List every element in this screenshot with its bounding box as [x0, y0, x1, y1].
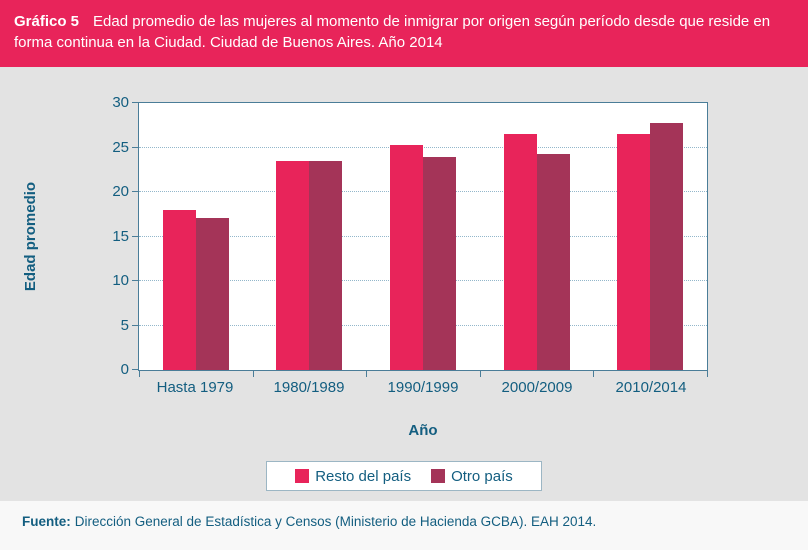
y-tick-label: 20 [112, 183, 129, 201]
bar-Resto del país-Hasta 1979 [162, 209, 196, 370]
legend: Resto del país Otro país [0, 461, 808, 491]
x-label-2010/2014: 2010/2014 [615, 379, 687, 396]
bar-Otro país-1980/1989 [309, 160, 343, 370]
x-tick-mark [707, 370, 708, 377]
source-note: Fuente: Dirección General de Estadística … [0, 501, 808, 550]
bar-group-1980/1989 [253, 103, 367, 370]
bar-Resto del país-2000/2009 [503, 134, 537, 370]
bar-group-2010/2014 [593, 103, 707, 370]
x-label-1980/1989: 1980/1989 [273, 379, 345, 396]
legend-item-Otro país: Otro país [431, 468, 513, 485]
chart-region: Edad promedio 0 5 10 15 20 25 30 Hasta 1979 198… [0, 67, 808, 501]
y-tick-mark [132, 191, 139, 193]
bar-Otro país-1990/1999 [422, 157, 456, 370]
bars [139, 103, 707, 370]
legend-box: Resto del país Otro país [266, 461, 542, 491]
y-tick-label: 15 [112, 227, 129, 245]
x-tick-mark [139, 370, 140, 377]
source-label: Fuente: [22, 514, 71, 529]
x-label-2000/2009: 2000/2009 [501, 379, 573, 396]
bar-group-1990/1999 [366, 103, 480, 370]
legend-label: Otro país [451, 467, 513, 485]
figure-title: Edad promedio de las mujeres al momento … [14, 13, 771, 51]
bar-Resto del país-1980/1989 [276, 160, 310, 370]
bar-Resto del país-1990/1999 [389, 144, 423, 370]
bar-Resto del país-2010/2014 [617, 134, 651, 370]
x-tick-mark [252, 370, 254, 377]
y-tick-label: 25 [112, 138, 129, 156]
y-tick-mark [132, 280, 139, 282]
x-label-Hasta 1979: Hasta 1979 [156, 379, 234, 396]
y-tick-mark [132, 235, 139, 237]
bar-group-Hasta 1979 [139, 103, 253, 370]
y-tick-mark [132, 146, 139, 148]
figure-title-banner: Gráfico 5 Edad promedio de las mujeres al… [0, 0, 808, 67]
bar-Otro país-2010/2014 [650, 123, 684, 370]
legend-label: Resto del país [315, 467, 412, 485]
x-axis-title: Año [408, 422, 438, 439]
gridline-25 [139, 146, 707, 148]
y-tick-label: 30 [112, 94, 129, 111]
legend-item-Resto del país: Resto del país [295, 468, 411, 485]
y-tick-label: 10 [112, 272, 129, 290]
source-text: Dirección General de Estadística y Censo… [74, 514, 597, 529]
y-tick-mark [132, 369, 139, 370]
bar-Otro país-Hasta 1979 [195, 217, 229, 370]
x-tick-mark [366, 370, 368, 377]
legend-swatch-icon [431, 469, 446, 483]
y-tick-mark [132, 102, 139, 103]
bar-Otro país-2000/2009 [536, 153, 570, 370]
y-tick-mark [132, 324, 139, 326]
x-axis-labels: Hasta 1979 1980/1989 1990/1999 2000/2009 201… [138, 379, 708, 396]
x-tick-mark [593, 370, 595, 377]
x-label-1990/1999: 1990/1999 [387, 379, 459, 396]
y-tick-label: 0 [120, 361, 129, 378]
bar-group-2000/2009 [480, 103, 594, 370]
y-tick-label: 5 [120, 316, 129, 334]
legend-swatch-icon [295, 469, 310, 483]
plot-area: 0 5 10 15 20 25 30 [112, 95, 708, 377]
figure-number: Gráfico 5 [14, 13, 80, 30]
y-axis-title: Edad promedio [22, 181, 40, 292]
x-tick-mark [479, 370, 481, 377]
